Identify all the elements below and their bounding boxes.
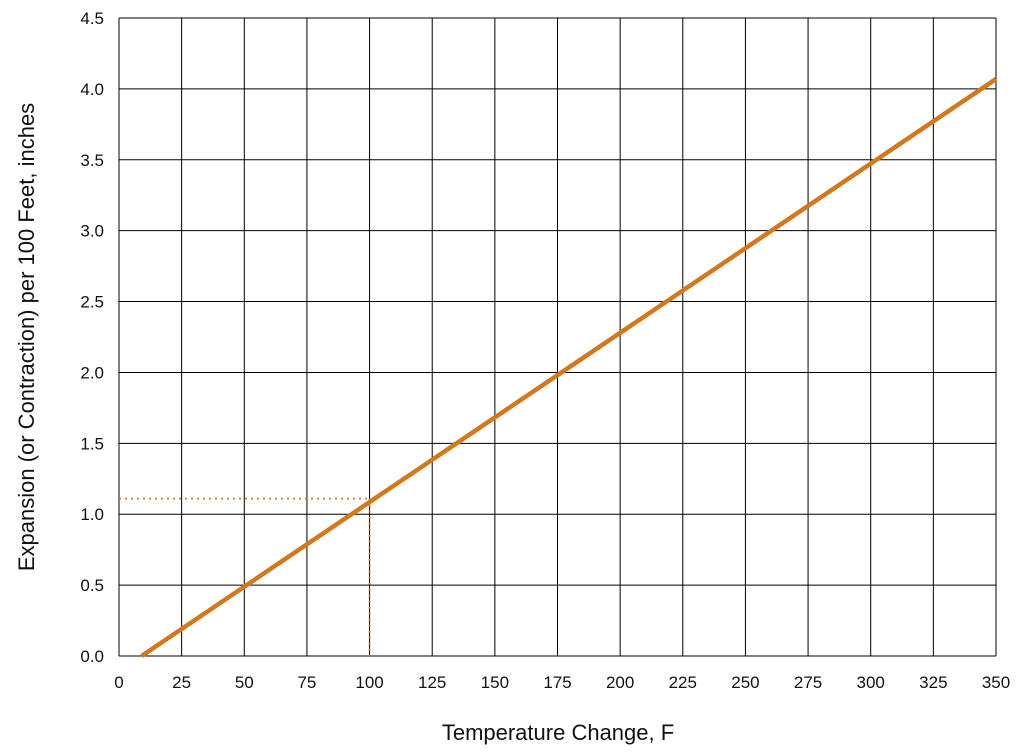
x-tick-label: 0 — [114, 673, 123, 692]
x-tick-labels: 0 25 50 75 100 125 150 175 200 225 250 275 300 325 350 — [114, 673, 1010, 692]
x-tick-label: 100 — [355, 673, 383, 692]
y-tick-label: 0.5 — [80, 576, 104, 595]
x-tick-label: 150 — [481, 673, 509, 692]
x-tick-label: 250 — [731, 673, 759, 692]
grid — [118, 17, 997, 657]
reading-guides — [119, 497, 371, 656]
x-tick-label: 75 — [297, 673, 316, 692]
y-tick-label: 3.0 — [80, 222, 104, 241]
y-tick-label: 2.5 — [80, 293, 104, 312]
x-tick-label: 350 — [982, 673, 1010, 692]
x-tick-label: 125 — [418, 673, 446, 692]
x-tick-label: 200 — [606, 673, 634, 692]
x-tick-label: 25 — [172, 673, 191, 692]
y-tick-labels: 0.0 0.5 1.0 1.5 2.0 2.5 3.0 3.5 4.0 4.5 — [80, 9, 104, 666]
x-tick-label: 325 — [919, 673, 947, 692]
y-tick-label: 3.5 — [80, 151, 104, 170]
x-tick-label: 300 — [857, 673, 885, 692]
x-tick-label: 275 — [794, 673, 822, 692]
series-layer — [140, 77, 998, 658]
y-tick-label: 1.0 — [80, 505, 104, 524]
x-tick-label: 50 — [235, 673, 254, 692]
y-tick-label: 4.5 — [80, 9, 104, 28]
y-tick-label: 4.0 — [80, 80, 104, 99]
x-tick-label: 225 — [669, 673, 697, 692]
y-tick-label: 1.5 — [80, 434, 104, 453]
y-tick-label: 0.0 — [80, 647, 104, 666]
x-axis-title: Temperature Change, F — [442, 720, 674, 745]
expansion-line — [140, 77, 998, 658]
x-tick-label: 175 — [543, 673, 571, 692]
y-axis-title: Expansion (or Contraction) per 100 Feet,… — [14, 103, 39, 571]
y-tick-label: 2.0 — [80, 363, 104, 382]
